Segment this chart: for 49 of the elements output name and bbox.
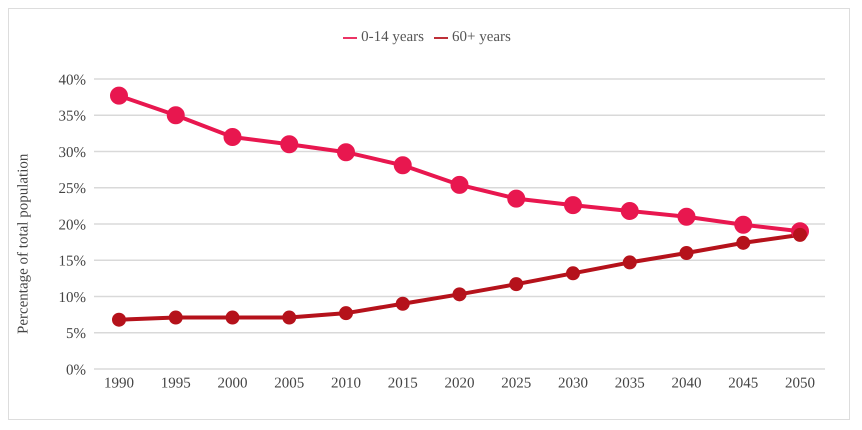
- point: [564, 196, 582, 214]
- x-tick-label: 2050: [785, 376, 815, 392]
- point: [282, 310, 296, 325]
- y-tick-label: 25%: [58, 181, 86, 198]
- point: [337, 143, 355, 162]
- point: [680, 246, 694, 260]
- x-tick-label: 1995: [160, 376, 191, 392]
- point: [339, 306, 353, 320]
- point: [566, 266, 580, 280]
- x-tick-label: 2030: [558, 376, 588, 392]
- legend-label: 0-14 years: [361, 29, 424, 45]
- y-tick-label: 5%: [66, 326, 86, 342]
- point: [620, 202, 639, 220]
- x-tick-label: 1990: [104, 376, 134, 392]
- point: [452, 287, 466, 302]
- x-tick-label: 2000: [218, 376, 248, 392]
- point: [507, 190, 526, 208]
- y-axis-title: Percentage of total population: [15, 153, 32, 334]
- y-tick-label: 20%: [58, 217, 86, 234]
- point: [734, 216, 752, 234]
- x-tick-label: 2040: [672, 376, 702, 392]
- point: [450, 176, 468, 194]
- point: [224, 128, 242, 146]
- y-tick-label: 15%: [58, 254, 86, 270]
- point: [226, 310, 240, 325]
- y-tick-label: 35%: [58, 108, 86, 125]
- y-tick-label: 40%: [58, 72, 86, 88]
- point: [168, 310, 183, 325]
- point: [678, 208, 696, 226]
- point: [509, 277, 524, 292]
- x-tick-label: 2010: [331, 376, 361, 392]
- y-tick-label: 10%: [58, 290, 86, 306]
- x-tick-label: 2020: [444, 376, 474, 392]
- point: [396, 296, 410, 311]
- x-tick-label: 2015: [388, 376, 418, 392]
- x-tick-label: 2035: [614, 376, 645, 392]
- point: [112, 312, 126, 327]
- y-tick-label: 30%: [58, 144, 86, 161]
- y-tick-label: 0%: [66, 362, 86, 378]
- point: [110, 86, 128, 105]
- point: [622, 255, 637, 270]
- point: [736, 236, 750, 250]
- point: [166, 106, 185, 124]
- x-tick-label: 2025: [501, 376, 532, 392]
- x-tick-label: 2045: [728, 376, 758, 392]
- point: [394, 156, 412, 174]
- point: [280, 135, 298, 154]
- x-tick-label: 2005: [274, 376, 304, 392]
- legend-label: 60+ years: [452, 29, 511, 45]
